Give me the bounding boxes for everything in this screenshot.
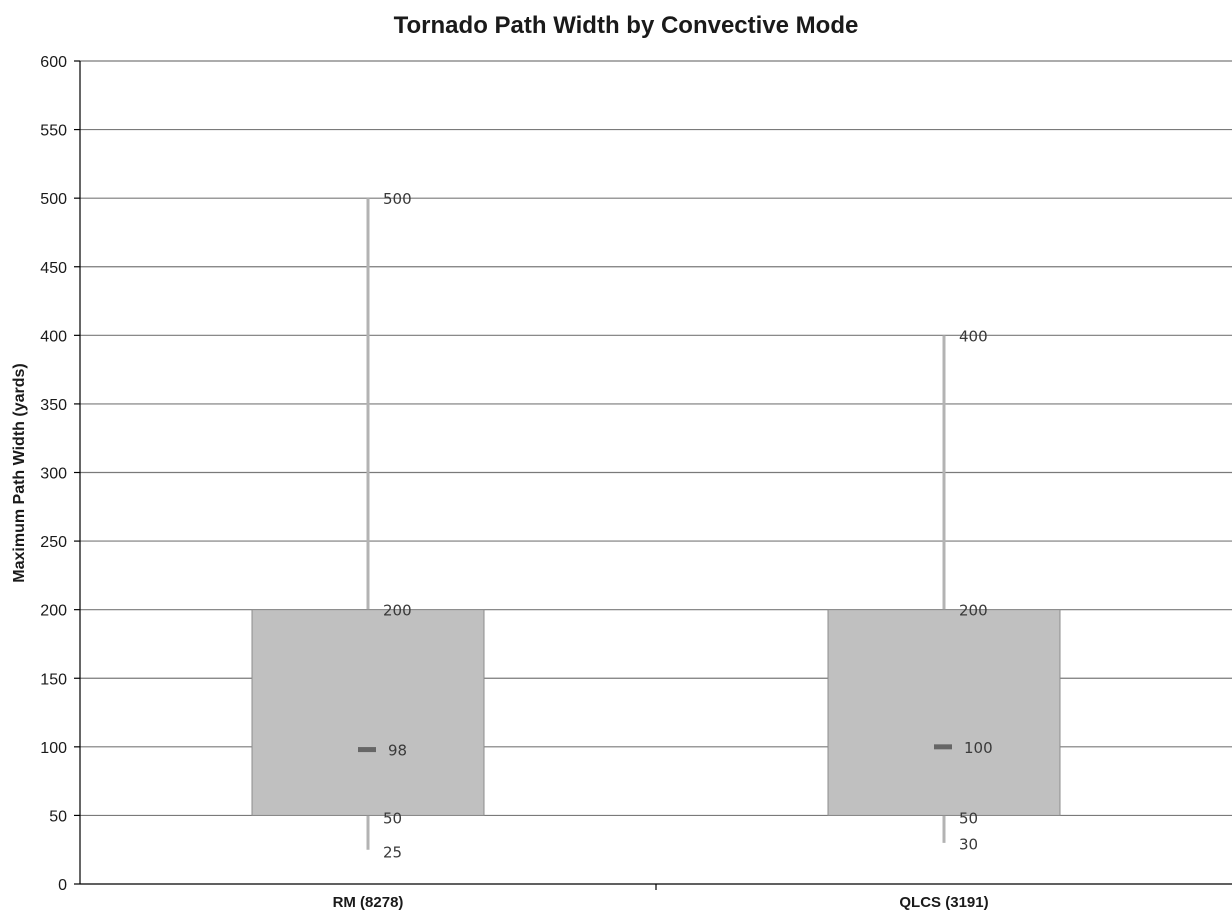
box-1-median-marker [358,747,376,753]
box-1-label-q3: 200 [383,602,412,620]
y-tick-label-300: 300 [40,466,67,483]
y-tick-label-350: 350 [40,397,67,414]
box-1-label-max: 500 [383,190,412,208]
box-2-label-min: 30 [959,835,978,853]
box-1-label-q1: 50 [383,809,402,827]
box-2-label-q1: 50 [959,809,978,827]
category-labels: RM (8278) QLCS (3191) [333,894,989,911]
y-tick-label-0: 0 [58,877,67,894]
box-1-label-min: 25 [383,844,402,862]
box-2-label-max: 400 [959,327,988,345]
y-tick-label-550: 550 [40,123,67,140]
y-tick-labels: 0 50 100 150 200 250 300 350 400 450 500 550 600 [40,54,67,894]
y-tick-label-150: 150 [40,671,67,688]
box-2-label-q3: 200 [959,602,988,620]
category-label-1: RM (8278) [333,894,404,911]
box-2-median-marker [934,744,952,750]
axes [74,60,1232,890]
y-axis-label: Maximum Path Width (yards) [11,363,28,582]
y-tick-label-500: 500 [40,191,67,208]
y-tick-label-450: 450 [40,260,67,277]
box-1-iqr-box [251,609,485,816]
box-2-label-median: 100 [964,739,993,757]
category-label-2: QLCS (3191) [899,894,988,911]
y-tick-label-400: 400 [40,328,67,345]
y-tick-label-200: 200 [40,603,67,620]
y-tick-label-100: 100 [40,740,67,757]
y-tick-label-600: 600 [40,54,67,71]
y-tick-label-250: 250 [40,534,67,551]
y-tick-label-50: 50 [49,808,67,825]
chart-title: Tornado Path Width by Convective Mode [394,12,859,39]
boxes [251,198,1061,850]
box-2-iqr-box [827,609,1061,816]
data-labels: 500 200 98 50 25 400 200 100 50 30 [383,190,993,862]
box-1-label-median: 98 [388,742,407,760]
